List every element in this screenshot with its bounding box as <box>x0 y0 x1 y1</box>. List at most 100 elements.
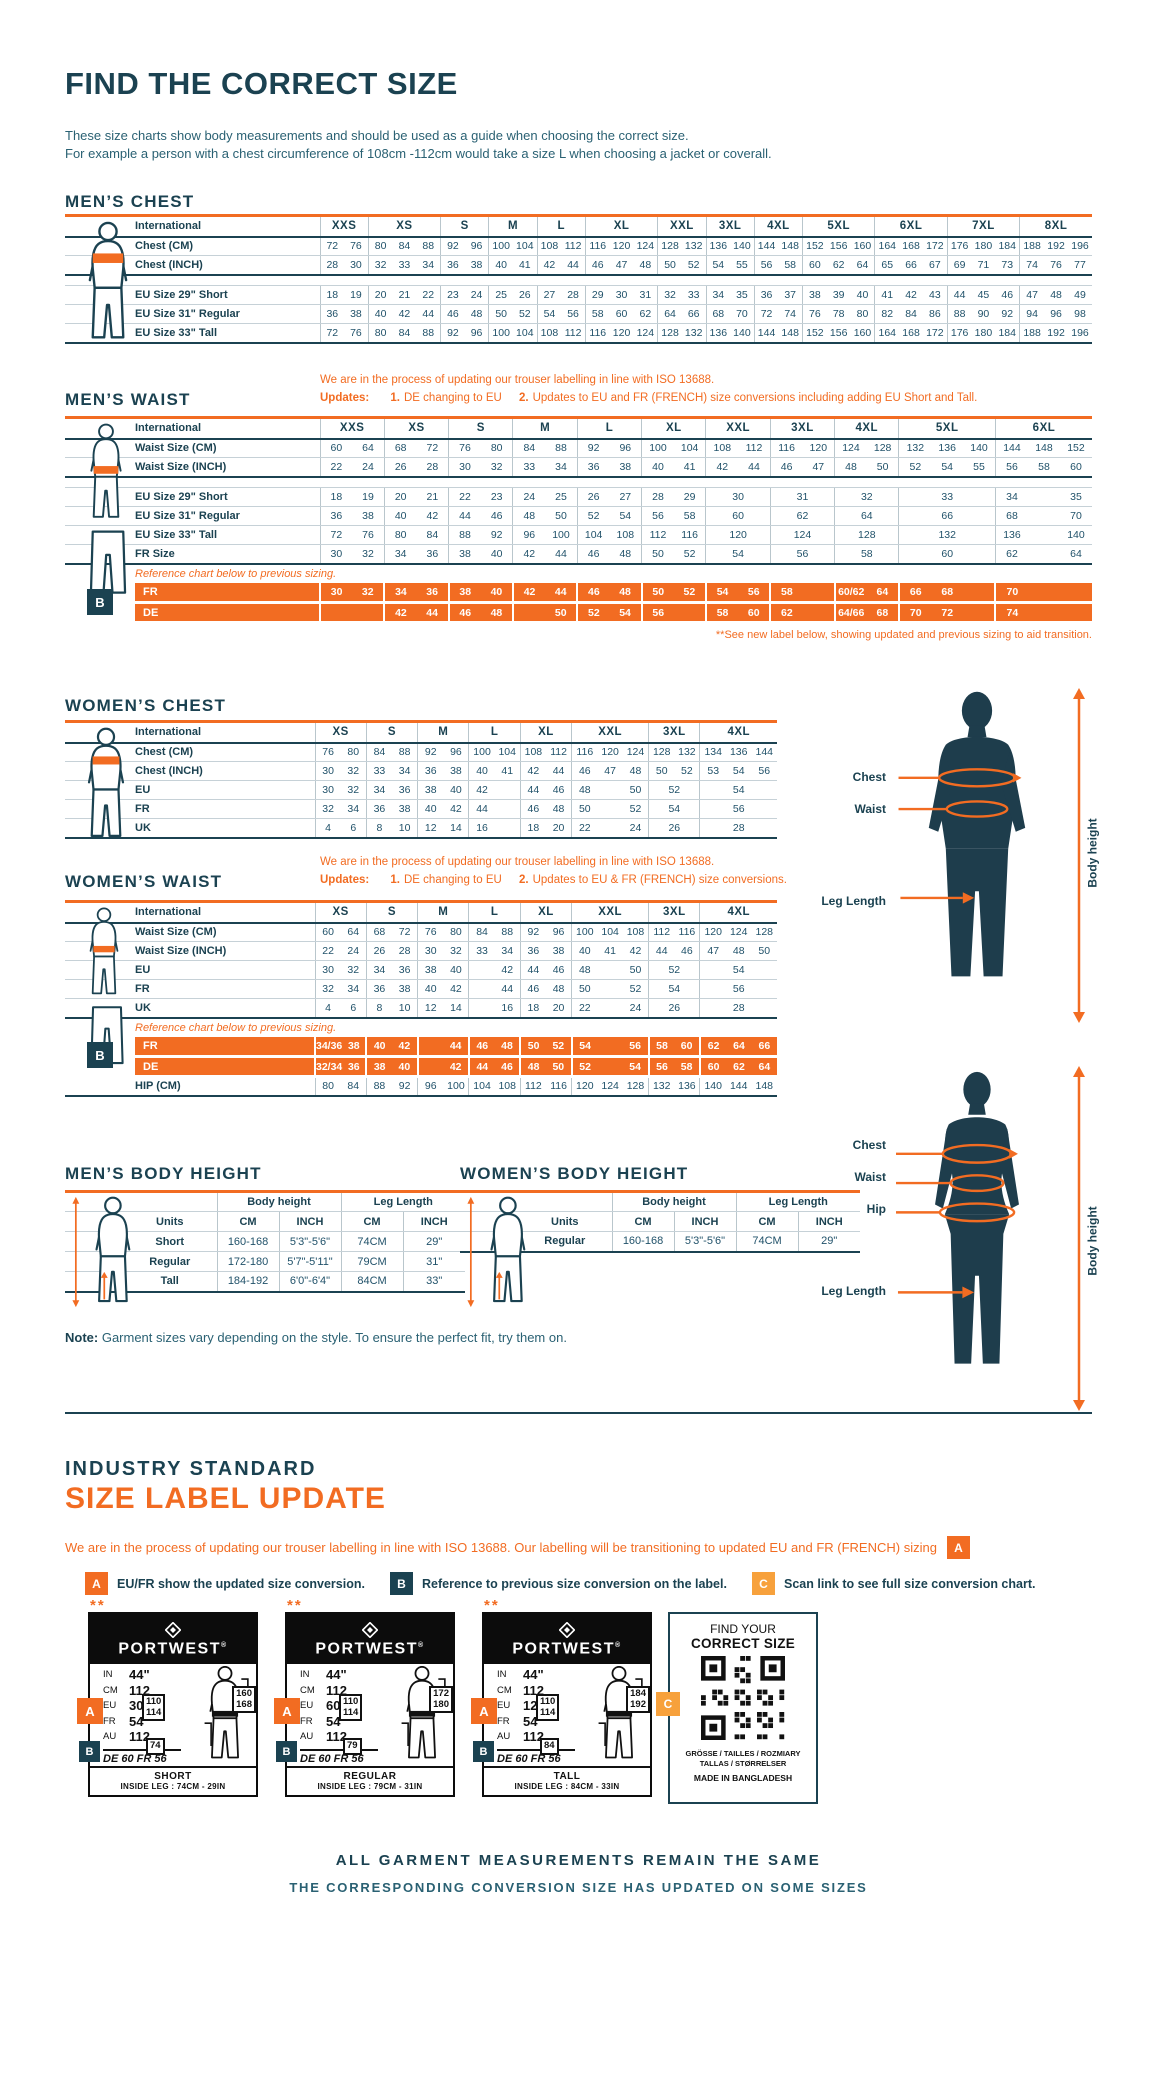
card-figure-icon <box>393 1665 451 1769</box>
card-figure-icon <box>196 1665 254 1769</box>
size-cell: 82 84 86 <box>874 304 948 324</box>
size-cell: 120 124 128 <box>571 1076 649 1097</box>
size-cell: 34 35 <box>705 285 755 305</box>
size-cell: 136 140 <box>994 525 1092 545</box>
size-cell: 30 32 <box>448 457 513 478</box>
c-badge: C <box>656 1692 680 1716</box>
size-cell: 12 14 <box>417 818 469 839</box>
size-cell: 56 <box>769 544 835 565</box>
qr-card-line2: CORRECT SIZE <box>690 1636 796 1651</box>
size-col-header: 8XL <box>1019 215 1092 238</box>
size-cell: 188 192 196 <box>1019 236 1092 256</box>
size-col-header: M <box>417 721 469 744</box>
footer-line-1: ALL GARMENT MEASUREMENTS REMAIN THE SAME <box>335 1852 822 1869</box>
mens_waist-table: International XXS XS S M L XL XXL 3XL 4XL 5XL 6XL Wa… <box>65 416 1092 624</box>
row-label: FR <box>65 582 320 604</box>
size-cell: 80 84 <box>314 1076 367 1097</box>
size-cell: 64 66 <box>657 304 706 324</box>
size-cell: 80 84 88 <box>367 236 441 256</box>
body-height-arrow <box>1073 688 1085 1023</box>
size-cell: 36 38 <box>417 761 469 781</box>
size-cell: 52 54 <box>576 602 642 624</box>
height-cell: 5'3"-5'6" <box>673 1231 736 1253</box>
group-header: Body height <box>611 1191 736 1212</box>
size-cell: 47 48 50 <box>699 941 777 961</box>
size-cell: 50 52 <box>641 544 706 565</box>
size-col-header: XS <box>367 215 441 238</box>
mens-measure-figure: Chest Waist Leg Length <box>820 688 1120 1023</box>
size-cell: 40 41 <box>468 761 521 781</box>
b-badge: B <box>276 1741 297 1762</box>
chest-label: Chest <box>852 770 886 784</box>
card-body: A IN 44" CM 112 EU 120 FR 54 AU 112 110 114 184 192 84 D… <box>471 1664 650 1766</box>
size-cell: 128 132 <box>657 236 706 256</box>
size-cell: 164 168 172 <box>874 323 948 344</box>
fit-name: TALL <box>553 1771 581 1782</box>
mens-height-figure-icon <box>72 1196 131 1308</box>
size-cell: 36 38 <box>365 979 418 999</box>
height-cell: 160-168 <box>611 1231 674 1253</box>
size-cell: 29 30 31 <box>584 285 658 305</box>
b-badge: B <box>390 1572 413 1595</box>
size-cell: 70 <box>994 582 1092 604</box>
height-cell: 84CM <box>340 1271 403 1293</box>
size-cell: 54 56 <box>536 304 586 324</box>
size-cell: 46 48 <box>447 602 513 624</box>
size-cell: 80 84 88 <box>367 323 441 344</box>
size-cell: 26 <box>648 818 700 839</box>
size-cell: 52 54 55 <box>898 457 996 478</box>
size-cell: 48 50 <box>571 780 649 800</box>
size-col-header: 3XL <box>648 721 700 744</box>
legend-text: Scan link to see full size conversion ch… <box>784 1576 1036 1591</box>
size-cell: 56 58 60 <box>994 457 1092 478</box>
row-label: UK <box>65 818 315 839</box>
womens-height-figure-icon <box>467 1196 526 1308</box>
size-col-header: XXS <box>319 417 385 440</box>
mens-body-height-wrap: Body height Leg Length Units CM INCH CM INCH Sh… <box>65 1190 465 1308</box>
size-cell: 112 116 <box>648 922 700 942</box>
card-footer: SHORT INSIDE LEG : 74CM - 29IN <box>90 1766 256 1795</box>
size-cell: 60/62 64 <box>833 582 899 604</box>
size-cell: 62 <box>769 602 835 624</box>
brand-name: PORTWEST® <box>512 1640 622 1658</box>
size-cell: 100 104 <box>488 323 538 344</box>
size-col-header: XL <box>519 721 572 744</box>
unit-col-header: INCH <box>402 1211 465 1232</box>
womens-body-height-heading: WOMEN’S BODY HEIGHT <box>460 1164 689 1183</box>
row-label: EU Size 33" Tall <box>65 525 320 545</box>
size-cell: 30 32 <box>417 941 469 961</box>
mens-waist-heading: MEN’S WAIST <box>65 390 191 409</box>
size-cell: 23 24 <box>440 285 489 305</box>
size-cell: 38 40 <box>417 780 469 800</box>
row-label: Waist Size (INCH) <box>65 941 315 961</box>
size-cell: 144 148 <box>753 236 803 256</box>
size-cell: 124 <box>769 525 835 545</box>
mens-body-height-table: Body height Leg Length Units CM INCH CM INCH Sh… <box>65 1190 465 1293</box>
size-cell: 56 58 <box>753 255 803 276</box>
mens_chest-table: International XXS XS S M L XL XXL 3XL 4XL 5XL 6XL 7X… <box>65 214 1092 344</box>
b-badge: B <box>473 1741 494 1762</box>
size-col-header: XL <box>519 901 572 924</box>
size-cell: 48 50 <box>571 960 649 980</box>
size-cell: 46 48 <box>519 799 572 819</box>
brand-header: PORTWEST® <box>287 1614 453 1664</box>
mens-waist-figure-icon <box>90 423 122 518</box>
size-col-header: 5XL <box>898 417 996 440</box>
size-cell: 34 35 <box>994 487 1092 507</box>
portwest-label-card: ** PORTWEST® A IN 44" CM 112 EU 60 FR 54 AU 112 110 11… <box>274 1597 455 1797</box>
section-divider <box>65 1412 1092 1414</box>
size-cell: 74 <box>994 602 1092 624</box>
size-col-header: 4XL <box>834 417 899 440</box>
size-cell: 64/66 68 <box>833 602 899 624</box>
leg-length-label: Leg Length <box>821 1284 886 1298</box>
unit-col-header: CM <box>216 1211 279 1232</box>
size-cell: 46 48 <box>519 979 572 999</box>
inside-leg: INSIDE LEG : 74CM - 29IN <box>120 1782 226 1791</box>
size-cell: 34 36 <box>383 544 449 565</box>
size-cell: 108 112 <box>536 323 586 344</box>
size-col-header: XXL <box>571 901 649 924</box>
size-cell: 50 52 <box>571 799 649 819</box>
size-cell: 76 80 <box>314 742 367 762</box>
size-cell: 36 38 <box>319 506 385 526</box>
corner-label: International <box>65 417 320 440</box>
